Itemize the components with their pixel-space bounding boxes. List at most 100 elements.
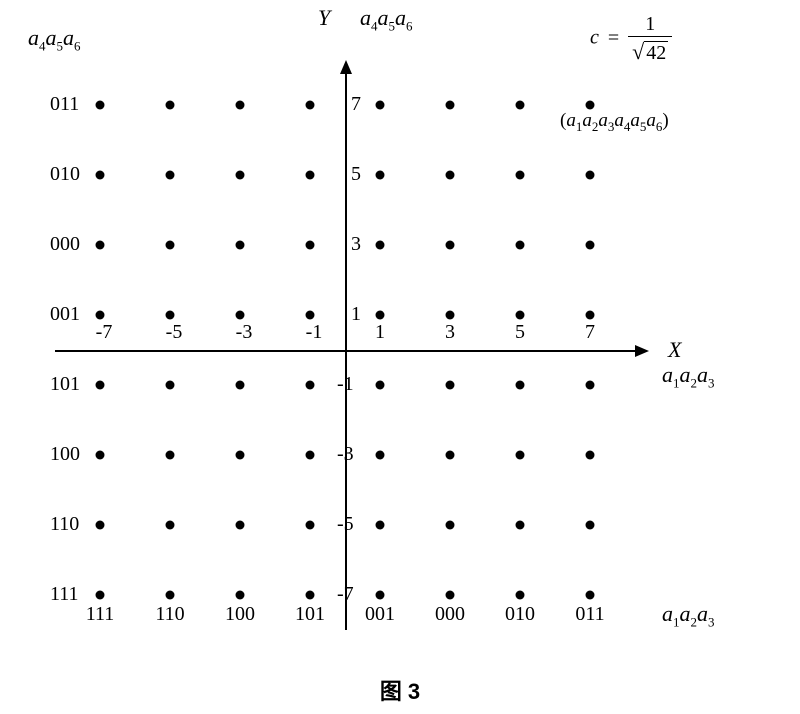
constellation-point <box>516 381 525 390</box>
normalization-formula: c = 1 42 <box>590 13 672 65</box>
constellation-point <box>516 451 525 460</box>
point-annotation: (a1a2a3a4a5a6) <box>560 110 669 135</box>
y-bit-label: 001 <box>50 303 80 326</box>
y-tick-label: 1 <box>351 303 361 326</box>
x-bit-label: 111 <box>86 603 115 626</box>
x-bit-label: 010 <box>505 603 535 626</box>
constellation-point <box>96 381 105 390</box>
x-bit-label: 100 <box>225 603 255 626</box>
constellation-point <box>166 521 175 530</box>
y-bit-label: 000 <box>50 233 80 256</box>
formula-numerator: 1 <box>628 13 672 37</box>
constellation-point <box>96 311 105 320</box>
constellation-point <box>446 381 455 390</box>
formula-lhs: c <box>590 27 599 49</box>
y-bit-label: 111 <box>50 583 79 606</box>
constellation-point <box>236 381 245 390</box>
constellation-point <box>306 451 315 460</box>
y-tick-label: -1 <box>337 373 354 396</box>
constellation-point <box>166 311 175 320</box>
x-tick-label: -5 <box>166 321 183 344</box>
y-bit-label: 100 <box>50 443 80 466</box>
constellation-point <box>306 381 315 390</box>
formula-radicand: 42 <box>644 41 668 64</box>
constellation-point <box>96 451 105 460</box>
constellation-point <box>166 171 175 180</box>
y-tick-label: 7 <box>351 93 361 116</box>
constellation-point <box>586 451 595 460</box>
constellation-point <box>166 451 175 460</box>
constellation-point <box>306 591 315 600</box>
constellation-point <box>306 241 315 250</box>
x-tick-label: 7 <box>585 321 595 344</box>
constellation-point <box>376 451 385 460</box>
x-tick-label: 5 <box>515 321 525 344</box>
x-axis-arrow-icon <box>635 345 649 357</box>
header-top-bits: a4a5a6 <box>360 5 413 34</box>
constellation-point <box>166 591 175 600</box>
constellation-point <box>446 521 455 530</box>
constellation-point <box>586 381 595 390</box>
constellation-point <box>516 521 525 530</box>
constellation-point <box>376 241 385 250</box>
x-bit-label: 001 <box>365 603 395 626</box>
x-tick-label: -7 <box>96 321 113 344</box>
y-tick-label: 3 <box>351 233 361 256</box>
constellation-point <box>586 591 595 600</box>
constellation-point <box>516 591 525 600</box>
y-tick-label: 5 <box>351 163 361 186</box>
y-axis-arrow-icon <box>340 60 352 74</box>
constellation-point <box>586 241 595 250</box>
constellation-point <box>236 241 245 250</box>
y-axis-line <box>345 70 347 630</box>
constellation-point <box>376 381 385 390</box>
y-bit-label: 010 <box>50 163 80 186</box>
constellation-point <box>166 101 175 110</box>
constellation-point <box>516 311 525 320</box>
constellation-point <box>586 101 595 110</box>
constellation-point <box>446 591 455 600</box>
constellation-point <box>586 311 595 320</box>
constellation-point <box>586 171 595 180</box>
x-bit-label: 110 <box>155 603 184 626</box>
constellation-point <box>306 171 315 180</box>
y-bit-label: 011 <box>50 93 79 116</box>
constellation-point <box>236 451 245 460</box>
figure-caption: 图 3 <box>380 674 420 706</box>
constellation-point <box>96 241 105 250</box>
constellation-point <box>446 451 455 460</box>
y-tick-label: -3 <box>337 443 354 466</box>
constellation-point <box>446 241 455 250</box>
x-tick-label: 1 <box>375 321 385 344</box>
constellation-point <box>306 311 315 320</box>
constellation-point <box>376 101 385 110</box>
constellation-point <box>236 101 245 110</box>
x-axis-bits-label: a1a2a3 <box>662 362 715 391</box>
figure-container: a4a5a6 Y a4a5a6 c = 1 42 X a1a2a3 a12a3 … <box>0 0 800 714</box>
constellation-plot <box>55 70 635 630</box>
y-axis-label: Y <box>318 5 330 31</box>
x-bit-label: 000 <box>435 603 465 626</box>
y-bit-label: 110 <box>50 513 79 536</box>
constellation-point <box>376 591 385 600</box>
x-tick-label: 3 <box>445 321 455 344</box>
constellation-point <box>376 311 385 320</box>
constellation-point <box>166 381 175 390</box>
header-left-bits: a4a5a6 <box>28 25 81 54</box>
bottom-bits-label-fix: a1a2a3 <box>662 601 715 630</box>
x-tick-label: -1 <box>306 321 323 344</box>
constellation-point <box>236 311 245 320</box>
constellation-point <box>96 521 105 530</box>
constellation-point <box>446 101 455 110</box>
constellation-point <box>236 521 245 530</box>
x-bit-label: 011 <box>575 603 604 626</box>
constellation-point <box>446 171 455 180</box>
x-axis-label: X <box>668 337 681 363</box>
constellation-point <box>376 521 385 530</box>
constellation-point <box>96 171 105 180</box>
constellation-point <box>236 171 245 180</box>
constellation-point <box>516 101 525 110</box>
y-bit-label: 101 <box>50 373 80 396</box>
y-tick-label: -5 <box>337 513 354 536</box>
constellation-point <box>166 241 175 250</box>
